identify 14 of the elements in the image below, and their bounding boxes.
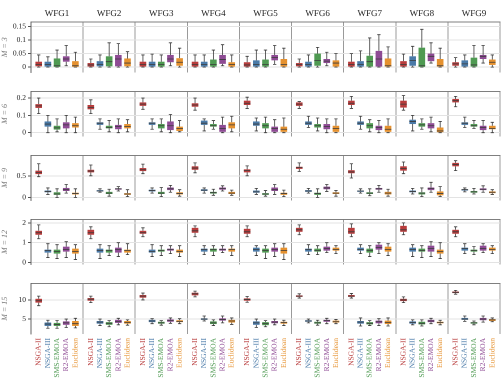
x-tick-label: WFG9 [462,8,487,18]
x-tick-label: WFG1 [44,8,70,18]
y-axis-title: M = 15 [0,296,9,322]
y-axis-title: M = 12 [0,230,9,256]
y-axis-title: M = 9 [0,168,9,190]
x-tick-label: WFG5 [253,8,278,18]
y-axis-title: M = 6 [0,104,9,126]
x-tick-label: WFG8 [410,8,435,18]
y-axis-title: M = 3 [0,37,9,58]
x-tick-label: WFG4 [201,8,226,18]
x-tick-label: WFG2 [96,8,122,18]
x-tick-label: WFG6 [305,8,330,18]
x-tick-label: WFG3 [149,8,174,18]
x-tick-label: WFG7 [357,8,382,18]
